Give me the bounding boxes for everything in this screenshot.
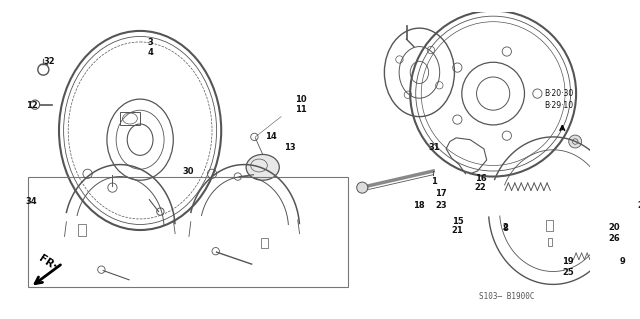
Ellipse shape (246, 154, 279, 180)
Text: 12: 12 (26, 101, 38, 110)
Text: 9: 9 (620, 257, 625, 266)
Text: 13: 13 (284, 143, 296, 152)
Text: 30: 30 (182, 167, 194, 176)
Text: 27: 27 (638, 201, 640, 211)
Text: 1: 1 (431, 176, 437, 186)
Bar (120, 112, 140, 125)
Text: FR·: FR· (37, 254, 59, 272)
Bar (546, 220, 553, 231)
Text: 18: 18 (413, 201, 424, 211)
Bar (28, 176, 348, 287)
Text: 14: 14 (264, 132, 276, 141)
Text: 8: 8 (502, 225, 508, 234)
Circle shape (356, 182, 368, 193)
Text: 17: 17 (435, 189, 447, 198)
Text: 4: 4 (147, 48, 154, 56)
Text: S103– B1900C: S103– B1900C (479, 292, 535, 301)
Text: 22: 22 (475, 183, 486, 192)
Text: 21: 21 (452, 226, 463, 235)
Text: 23: 23 (435, 201, 447, 211)
Bar (548, 238, 552, 246)
Text: B·29·10: B·29·10 (544, 101, 573, 110)
Circle shape (569, 135, 582, 148)
Text: B·20·30: B·20·30 (544, 89, 573, 98)
Text: 31: 31 (429, 143, 440, 152)
Bar (78, 225, 86, 235)
Text: 32: 32 (44, 57, 55, 66)
Text: 34: 34 (26, 197, 37, 206)
Text: 2: 2 (502, 223, 508, 232)
Bar (261, 238, 268, 249)
Text: 19: 19 (563, 257, 574, 266)
Text: 20: 20 (609, 223, 620, 232)
Text: 25: 25 (563, 268, 574, 277)
Text: 15: 15 (452, 217, 463, 226)
Text: 26: 26 (609, 234, 620, 243)
Text: 11: 11 (295, 105, 307, 114)
Text: 3: 3 (147, 38, 153, 47)
Text: 10: 10 (295, 95, 307, 104)
Text: 16: 16 (475, 174, 486, 183)
